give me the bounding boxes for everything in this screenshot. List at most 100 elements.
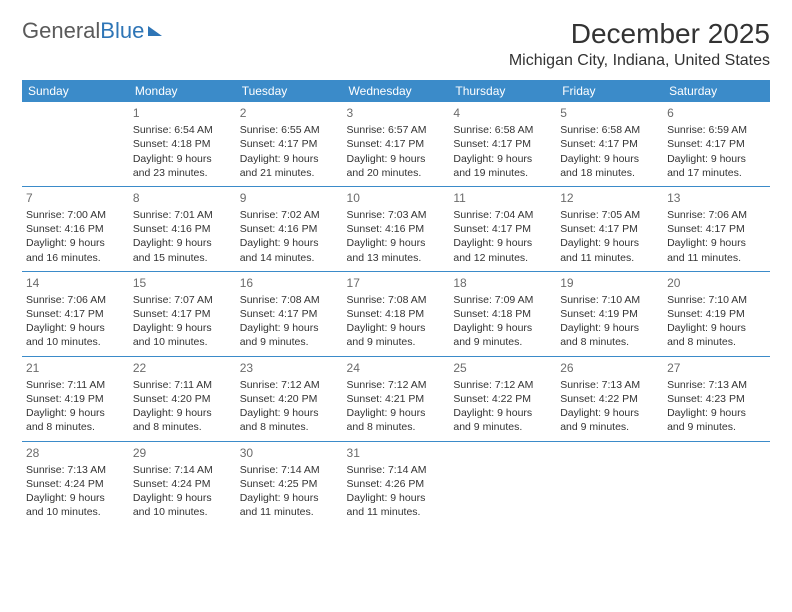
calendar-cell: 23Sunrise: 7:12 AMSunset: 4:20 PMDayligh… [236, 356, 343, 441]
sunset-text: Sunset: 4:22 PM [453, 392, 552, 406]
sunrise-text: Sunrise: 7:11 AM [133, 378, 232, 392]
sunset-text: Sunset: 4:19 PM [667, 307, 766, 321]
daylight-text-2: and 11 minutes. [240, 505, 339, 519]
calendar-table: Sunday Monday Tuesday Wednesday Thursday… [22, 80, 770, 525]
daylight-text-2: and 8 minutes. [667, 335, 766, 349]
daylight-text-2: and 11 minutes. [667, 251, 766, 265]
day-number: 10 [347, 190, 446, 206]
daylight-text-1: Daylight: 9 hours [133, 152, 232, 166]
day-number: 7 [26, 190, 125, 206]
day-number: 6 [667, 105, 766, 121]
weekday-header-row: Sunday Monday Tuesday Wednesday Thursday… [22, 80, 770, 102]
day-number: 11 [453, 190, 552, 206]
sunrise-text: Sunrise: 7:10 AM [560, 293, 659, 307]
daylight-text-2: and 9 minutes. [667, 420, 766, 434]
daylight-text-1: Daylight: 9 hours [133, 236, 232, 250]
daylight-text-1: Daylight: 9 hours [240, 321, 339, 335]
sunset-text: Sunset: 4:19 PM [560, 307, 659, 321]
sunset-text: Sunset: 4:25 PM [240, 477, 339, 491]
sunrise-text: Sunrise: 7:04 AM [453, 208, 552, 222]
calendar-cell: 24Sunrise: 7:12 AMSunset: 4:21 PMDayligh… [343, 356, 450, 441]
sunset-text: Sunset: 4:17 PM [560, 137, 659, 151]
daylight-text-1: Daylight: 9 hours [453, 321, 552, 335]
sunrise-text: Sunrise: 7:09 AM [453, 293, 552, 307]
day-number: 2 [240, 105, 339, 121]
weekday-header: Saturday [663, 80, 770, 102]
sunrise-text: Sunrise: 7:05 AM [560, 208, 659, 222]
calendar-cell: 2Sunrise: 6:55 AMSunset: 4:17 PMDaylight… [236, 102, 343, 186]
daylight-text-1: Daylight: 9 hours [133, 406, 232, 420]
calendar-cell: 6Sunrise: 6:59 AMSunset: 4:17 PMDaylight… [663, 102, 770, 186]
day-number: 22 [133, 360, 232, 376]
calendar-cell: 31Sunrise: 7:14 AMSunset: 4:26 PMDayligh… [343, 441, 450, 525]
calendar-cell: 9Sunrise: 7:02 AMSunset: 4:16 PMDaylight… [236, 186, 343, 271]
calendar-cell: 16Sunrise: 7:08 AMSunset: 4:17 PMDayligh… [236, 271, 343, 356]
sunrise-text: Sunrise: 7:14 AM [133, 463, 232, 477]
day-number: 19 [560, 275, 659, 291]
daylight-text-2: and 10 minutes. [26, 505, 125, 519]
daylight-text-1: Daylight: 9 hours [347, 321, 446, 335]
daylight-text-1: Daylight: 9 hours [26, 406, 125, 420]
daylight-text-2: and 23 minutes. [133, 166, 232, 180]
daylight-text-1: Daylight: 9 hours [26, 321, 125, 335]
calendar-cell [663, 441, 770, 525]
calendar-cell: 27Sunrise: 7:13 AMSunset: 4:23 PMDayligh… [663, 356, 770, 441]
day-number: 5 [560, 105, 659, 121]
calendar-cell: 12Sunrise: 7:05 AMSunset: 4:17 PMDayligh… [556, 186, 663, 271]
daylight-text-2: and 8 minutes. [560, 335, 659, 349]
calendar-cell: 26Sunrise: 7:13 AMSunset: 4:22 PMDayligh… [556, 356, 663, 441]
daylight-text-1: Daylight: 9 hours [240, 491, 339, 505]
sunset-text: Sunset: 4:26 PM [347, 477, 446, 491]
daylight-text-2: and 9 minutes. [453, 335, 552, 349]
calendar-cell: 13 Sunrise: 7:06 AMSunset: 4:17 PMDayligh… [663, 186, 770, 271]
calendar-cell: 3Sunrise: 6:57 AMSunset: 4:17 PMDaylight… [343, 102, 450, 186]
daylight-text-2: and 12 minutes. [453, 251, 552, 265]
day-number: 27 [667, 360, 766, 376]
sunrise-text: Sunrise: 6:58 AM [453, 123, 552, 137]
day-number: 21 [26, 360, 125, 376]
calendar-cell: 19Sunrise: 7:10 AMSunset: 4:19 PMDayligh… [556, 271, 663, 356]
sunset-text: Sunset: 4:18 PM [133, 137, 232, 151]
sunset-text: Sunset: 4:17 PM [347, 137, 446, 151]
daylight-text-1: Daylight: 9 hours [240, 406, 339, 420]
sunset-text: Sunset: 4:17 PM [453, 137, 552, 151]
day-number: 9 [240, 190, 339, 206]
calendar-cell: 7Sunrise: 7:00 AMSunset: 4:16 PMDaylight… [22, 186, 129, 271]
daylight-text-1: Daylight: 9 hours [667, 321, 766, 335]
weekday-header: Tuesday [236, 80, 343, 102]
calendar-cell [449, 441, 556, 525]
calendar-cell [556, 441, 663, 525]
daylight-text-1: Daylight: 9 hours [453, 406, 552, 420]
month-title: December 2025 [509, 18, 770, 50]
weekday-header: Sunday [22, 80, 129, 102]
day-number: 18 [453, 275, 552, 291]
calendar-week-row: 7Sunrise: 7:00 AMSunset: 4:16 PMDaylight… [22, 186, 770, 271]
sunset-text: Sunset: 4:24 PM [26, 477, 125, 491]
sunrise-text: Sunrise: 7:11 AM [26, 378, 125, 392]
daylight-text-1: Daylight: 9 hours [667, 236, 766, 250]
daylight-text-2: and 11 minutes. [347, 505, 446, 519]
daylight-text-2: and 8 minutes. [240, 420, 339, 434]
daylight-text-1: Daylight: 9 hours [560, 236, 659, 250]
weekday-header: Friday [556, 80, 663, 102]
day-number: 26 [560, 360, 659, 376]
day-number: 23 [240, 360, 339, 376]
daylight-text-1: Daylight: 9 hours [240, 236, 339, 250]
sunrise-text: Sunrise: 7:14 AM [347, 463, 446, 477]
daylight-text-2: and 21 minutes. [240, 166, 339, 180]
sunset-text: Sunset: 4:17 PM [667, 222, 766, 236]
sunrise-text: Sunrise: 6:58 AM [560, 123, 659, 137]
daylight-text-2: and 17 minutes. [667, 166, 766, 180]
daylight-text-2: and 13 minutes. [347, 251, 446, 265]
sunrise-text: Sunrise: 7:13 AM [667, 378, 766, 392]
sunset-text: Sunset: 4:17 PM [560, 222, 659, 236]
sunrise-text: Sunrise: 7:12 AM [240, 378, 339, 392]
day-number: 13 [667, 190, 766, 206]
daylight-text-1: Daylight: 9 hours [347, 406, 446, 420]
sunset-text: Sunset: 4:17 PM [240, 307, 339, 321]
logo: GeneralBlue [22, 18, 162, 44]
daylight-text-2: and 14 minutes. [240, 251, 339, 265]
sunrise-text: Sunrise: 7:06 AM [667, 208, 766, 222]
header: GeneralBlue December 2025 Michigan City,… [22, 18, 770, 70]
daylight-text-1: Daylight: 9 hours [453, 152, 552, 166]
